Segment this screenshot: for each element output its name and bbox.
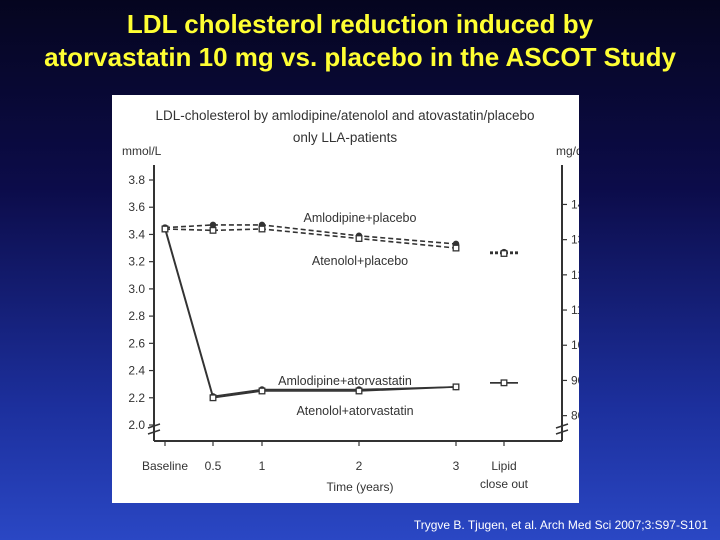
series-line-atenolol-placebo bbox=[164, 228, 457, 249]
series-line-atenolol-atorvastatin bbox=[164, 228, 457, 399]
y-left-tick-label: 2.8 bbox=[128, 309, 145, 323]
y-axis-left-label: mmol/L bbox=[122, 144, 162, 158]
slide-title: LDL cholesterol reduction induced by ato… bbox=[0, 8, 720, 74]
series-line-amlodipine-atorvastatin bbox=[164, 227, 457, 398]
y-right-tick-label: 140 bbox=[571, 197, 579, 211]
series-label: Atenolol+placebo bbox=[312, 254, 408, 268]
left-axis-break-mark bbox=[147, 423, 161, 435]
x-tick-label: Baseline bbox=[142, 459, 188, 473]
x-tick-label: 1 bbox=[259, 459, 266, 473]
series-point-atenolol-atorvastatin bbox=[355, 387, 363, 395]
y-left-tick-label: 3.0 bbox=[128, 282, 145, 296]
series-point-atenolol-atorvastatin bbox=[209, 394, 217, 402]
chart-series-layer: Amlodipine+placebo Atenolol+placebo Amlodi… bbox=[161, 211, 518, 418]
y-right-tick-label: 130 bbox=[571, 233, 579, 247]
chart-panel: LDL-cholesterol by amlodipine/atenolol a… bbox=[112, 95, 591, 503]
chart-title-line1: LDL-cholesterol by amlodipine/atenolol a… bbox=[156, 108, 535, 123]
x-axis-label: Time (years) bbox=[327, 480, 394, 494]
y-left-tick-label: 2.0 bbox=[128, 418, 145, 432]
x-tick-label: 0.5 bbox=[205, 459, 222, 473]
y-left-tick-label: 2.2 bbox=[128, 391, 145, 405]
y-left-tick-label: 2.4 bbox=[128, 364, 145, 378]
y-axis-right-label: mg/dl bbox=[556, 144, 579, 158]
y-right-tick-label: 80 bbox=[571, 409, 579, 423]
y-left-tick-label: 2.6 bbox=[128, 336, 145, 350]
y-left-tick-label: 3.6 bbox=[128, 200, 145, 214]
x-tick-label: 3 bbox=[453, 459, 460, 473]
y-right-tick-label: 120 bbox=[571, 268, 579, 282]
slide-title-line2: atorvastatin 10 mg vs. placebo in the AS… bbox=[44, 42, 676, 72]
y-right-tick-label: 110 bbox=[571, 303, 579, 317]
x-tick-label: Lipid bbox=[491, 459, 516, 473]
right-axis-break-mark bbox=[555, 423, 569, 435]
y-right-tick-label: 100 bbox=[571, 338, 579, 352]
citation: Trygve B. Tjugen, et al. Arch Med Sci 20… bbox=[413, 518, 708, 532]
slide-title-line1: LDL cholesterol reduction induced by bbox=[126, 9, 594, 39]
series-point-atenolol-placebo bbox=[500, 250, 508, 257]
series-point-atenolol-placebo bbox=[258, 225, 266, 233]
series-point-atenolol-placebo bbox=[209, 226, 217, 234]
y-left-tick-label: 3.4 bbox=[128, 227, 145, 241]
series-point-atenolol-atorvastatin bbox=[258, 387, 266, 395]
series-point-atenolol-placebo bbox=[452, 244, 460, 252]
ldl-line-chart: LDL-cholesterol by amlodipine/atenolol a… bbox=[122, 108, 591, 494]
series-point-atenolol-atorvastatin bbox=[452, 383, 460, 391]
y-left-tick-label: 3.8 bbox=[128, 173, 145, 187]
series-point-atenolol-atorvastatin bbox=[161, 225, 169, 233]
x-tick-label-line2: close out bbox=[480, 477, 529, 491]
series-point-atenolol-placebo bbox=[355, 235, 363, 242]
series-label: Atenolol+atorvastatin bbox=[296, 404, 413, 418]
series-label: Amlodipine+placebo bbox=[304, 211, 417, 225]
series-point-atenolol-atorvastatin bbox=[500, 379, 508, 387]
series-label: Amlodipine+atorvastatin bbox=[278, 374, 412, 388]
y-left-tick-label: 3.2 bbox=[128, 255, 145, 269]
chart-title-line2: only LLA-patients bbox=[293, 130, 398, 145]
y-right-tick-label: 90 bbox=[571, 373, 579, 387]
x-tick-label: 2 bbox=[356, 459, 363, 473]
series-point-amlodipine-placebo bbox=[209, 221, 217, 229]
